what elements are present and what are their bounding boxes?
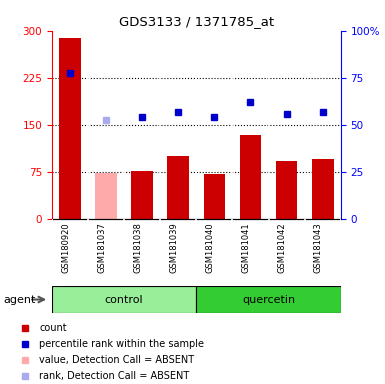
Bar — [160, 31, 196, 219]
Bar — [52, 286, 196, 313]
Bar — [239, 136, 261, 219]
Text: percentile rank within the sample: percentile rank within the sample — [39, 339, 204, 349]
Text: rank, Detection Call = ABSENT: rank, Detection Call = ABSENT — [39, 371, 189, 381]
Bar — [167, 156, 189, 219]
Text: GSM181037: GSM181037 — [97, 222, 106, 273]
Text: GSM180920: GSM180920 — [61, 222, 70, 273]
Text: GSM181041: GSM181041 — [241, 222, 251, 273]
Text: count: count — [39, 323, 67, 333]
Bar — [204, 174, 225, 219]
Bar — [52, 31, 88, 219]
Text: GSM181038: GSM181038 — [133, 222, 142, 273]
Text: GSM181039: GSM181039 — [169, 222, 178, 273]
Bar — [124, 31, 160, 219]
Bar — [312, 159, 333, 219]
Text: value, Detection Call = ABSENT: value, Detection Call = ABSENT — [39, 355, 194, 365]
Text: GSM181042: GSM181042 — [278, 222, 286, 273]
Text: quercetin: quercetin — [242, 295, 295, 305]
Bar — [131, 171, 153, 219]
Title: GDS3133 / 1371785_at: GDS3133 / 1371785_at — [119, 15, 274, 28]
Bar — [196, 286, 341, 313]
Text: control: control — [105, 295, 144, 305]
Bar — [269, 31, 305, 219]
Bar — [88, 31, 124, 219]
Text: agent: agent — [4, 295, 36, 305]
Bar — [305, 31, 341, 219]
Text: GSM181043: GSM181043 — [314, 222, 323, 273]
Text: GSM181040: GSM181040 — [205, 222, 214, 273]
Bar — [196, 31, 233, 219]
Bar — [95, 173, 117, 219]
Bar — [276, 161, 298, 219]
Bar — [59, 38, 81, 219]
Bar — [233, 31, 269, 219]
